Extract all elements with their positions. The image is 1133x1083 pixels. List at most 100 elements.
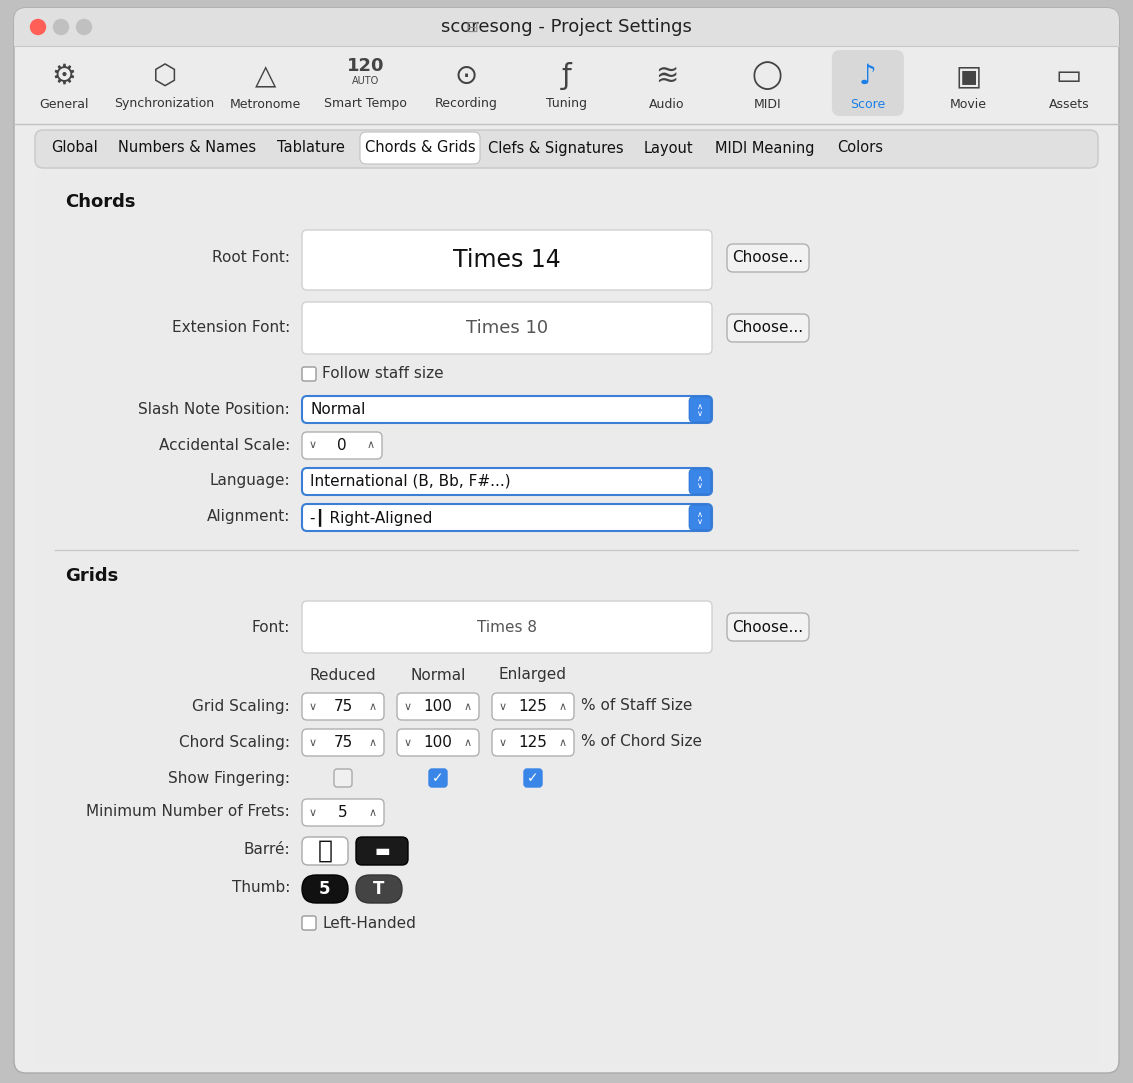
FancyBboxPatch shape bbox=[303, 302, 712, 354]
Circle shape bbox=[53, 19, 68, 35]
Text: AUTO: AUTO bbox=[352, 76, 380, 86]
Text: ∨: ∨ bbox=[309, 702, 317, 712]
Text: Choose...: Choose... bbox=[732, 250, 803, 265]
FancyBboxPatch shape bbox=[303, 729, 384, 756]
Text: ⬡: ⬡ bbox=[153, 62, 177, 90]
Text: Left-Handed: Left-Handed bbox=[322, 915, 416, 930]
Text: -┃ Right-Aligned: -┃ Right-Aligned bbox=[310, 509, 433, 526]
Text: Metronome: Metronome bbox=[230, 97, 300, 110]
Text: ⌢: ⌢ bbox=[317, 839, 332, 863]
Text: 100: 100 bbox=[424, 699, 452, 714]
Text: Times 8: Times 8 bbox=[477, 619, 537, 635]
FancyBboxPatch shape bbox=[303, 468, 712, 495]
Text: Numbers & Names: Numbers & Names bbox=[118, 141, 256, 156]
FancyBboxPatch shape bbox=[303, 837, 348, 865]
Text: ∨: ∨ bbox=[309, 808, 317, 818]
Text: ∨: ∨ bbox=[697, 481, 704, 490]
Text: Clefs & Signatures: Clefs & Signatures bbox=[488, 141, 624, 156]
Circle shape bbox=[77, 19, 92, 35]
Text: ∨: ∨ bbox=[404, 738, 412, 747]
Text: ∨: ∨ bbox=[499, 738, 508, 747]
Text: 5: 5 bbox=[320, 880, 331, 898]
Text: scoresong - Project Settings: scoresong - Project Settings bbox=[441, 18, 692, 36]
Text: Movie: Movie bbox=[949, 97, 987, 110]
Text: Normal: Normal bbox=[410, 667, 466, 682]
Text: % of Staff Size: % of Staff Size bbox=[581, 699, 692, 714]
Text: Accidental Scale:: Accidental Scale: bbox=[159, 438, 290, 453]
Text: ▬: ▬ bbox=[374, 841, 390, 860]
FancyBboxPatch shape bbox=[303, 396, 712, 423]
Text: Reduced: Reduced bbox=[309, 667, 376, 682]
Text: Follow staff size: Follow staff size bbox=[322, 366, 444, 381]
Text: Show Fingering:: Show Fingering: bbox=[168, 770, 290, 785]
Text: 125: 125 bbox=[519, 735, 547, 751]
Text: ∨: ∨ bbox=[697, 517, 704, 526]
Text: ≋: ≋ bbox=[655, 62, 679, 90]
FancyBboxPatch shape bbox=[727, 244, 809, 272]
FancyBboxPatch shape bbox=[35, 130, 1098, 168]
FancyBboxPatch shape bbox=[397, 693, 479, 720]
Text: 100: 100 bbox=[424, 735, 452, 751]
Text: Times 14: Times 14 bbox=[453, 248, 561, 272]
Text: Score: Score bbox=[850, 97, 886, 110]
Text: ⊙: ⊙ bbox=[454, 62, 478, 90]
Text: Audio: Audio bbox=[649, 97, 684, 110]
Text: Colors: Colors bbox=[837, 141, 883, 156]
FancyBboxPatch shape bbox=[523, 769, 542, 787]
FancyBboxPatch shape bbox=[397, 729, 479, 756]
Text: Language:: Language: bbox=[210, 473, 290, 488]
FancyBboxPatch shape bbox=[727, 314, 809, 342]
Text: Enlarged: Enlarged bbox=[499, 667, 566, 682]
FancyBboxPatch shape bbox=[303, 504, 712, 531]
Text: Grids: Grids bbox=[65, 567, 118, 585]
Text: Recording: Recording bbox=[435, 97, 497, 110]
Text: Barré:: Barré: bbox=[244, 841, 290, 857]
FancyBboxPatch shape bbox=[303, 799, 384, 826]
Text: % of Chord Size: % of Chord Size bbox=[581, 734, 702, 749]
Text: Minimum Number of Frets:: Minimum Number of Frets: bbox=[86, 805, 290, 820]
Text: ∧: ∧ bbox=[697, 510, 704, 519]
FancyBboxPatch shape bbox=[303, 367, 316, 381]
Text: Grid Scaling:: Grid Scaling: bbox=[193, 699, 290, 714]
Text: ♪: ♪ bbox=[859, 62, 877, 90]
FancyBboxPatch shape bbox=[303, 432, 382, 459]
Text: Smart Tempo: Smart Tempo bbox=[324, 97, 407, 110]
Text: Extension Font:: Extension Font: bbox=[172, 321, 290, 336]
Text: ∧: ∧ bbox=[369, 738, 377, 747]
Text: ∧: ∧ bbox=[369, 702, 377, 712]
Text: Slash Note Position:: Slash Note Position: bbox=[138, 402, 290, 417]
Text: ∧: ∧ bbox=[559, 738, 566, 747]
Text: Assets: Assets bbox=[1048, 97, 1089, 110]
Text: ✓: ✓ bbox=[527, 771, 539, 785]
Text: 0: 0 bbox=[338, 438, 347, 453]
FancyBboxPatch shape bbox=[14, 8, 1119, 45]
Text: ∧: ∧ bbox=[367, 441, 375, 451]
FancyBboxPatch shape bbox=[14, 8, 1119, 1073]
Text: Choose...: Choose... bbox=[732, 619, 803, 635]
Circle shape bbox=[31, 19, 45, 35]
FancyBboxPatch shape bbox=[832, 50, 904, 116]
FancyBboxPatch shape bbox=[334, 769, 352, 787]
Text: ⊟: ⊟ bbox=[466, 19, 478, 35]
FancyBboxPatch shape bbox=[303, 601, 712, 653]
Text: ∧: ∧ bbox=[463, 738, 472, 747]
Text: Choose...: Choose... bbox=[732, 321, 803, 336]
FancyBboxPatch shape bbox=[689, 397, 712, 422]
Text: Alignment:: Alignment: bbox=[206, 509, 290, 524]
Text: ∨: ∨ bbox=[697, 409, 704, 418]
Text: T: T bbox=[373, 880, 385, 898]
Text: Chord Scaling:: Chord Scaling: bbox=[179, 734, 290, 749]
Text: ∧: ∧ bbox=[697, 402, 704, 412]
Text: Tablature: Tablature bbox=[276, 141, 344, 156]
Text: Synchronization: Synchronization bbox=[114, 97, 215, 110]
Text: ◯: ◯ bbox=[752, 62, 783, 90]
FancyBboxPatch shape bbox=[689, 469, 712, 494]
FancyBboxPatch shape bbox=[727, 613, 809, 641]
FancyBboxPatch shape bbox=[689, 505, 712, 530]
Text: ∧: ∧ bbox=[463, 702, 472, 712]
Text: 75: 75 bbox=[333, 735, 352, 751]
Text: ∨: ∨ bbox=[499, 702, 508, 712]
Text: △: △ bbox=[255, 62, 275, 90]
FancyBboxPatch shape bbox=[303, 693, 384, 720]
FancyBboxPatch shape bbox=[303, 230, 712, 290]
